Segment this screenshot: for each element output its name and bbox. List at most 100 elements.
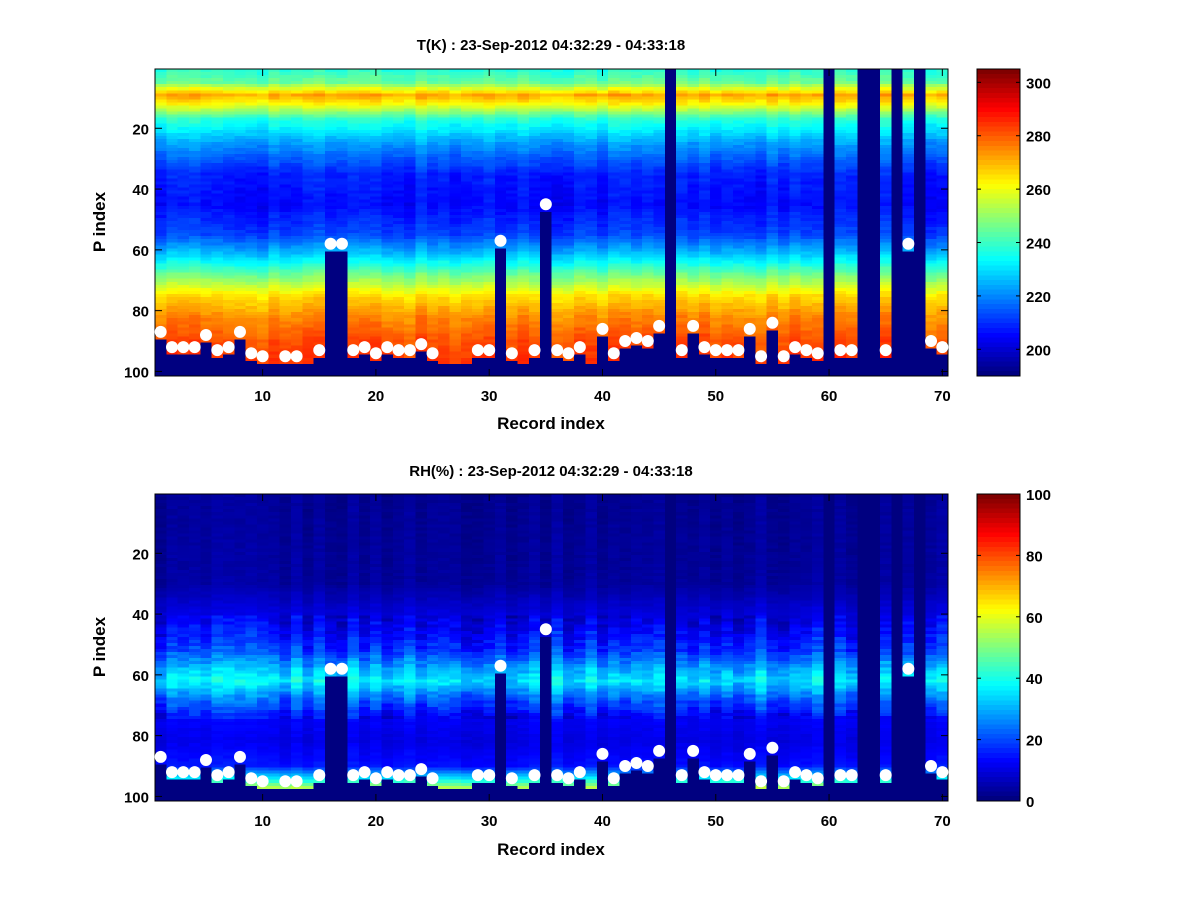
surface-marker [925,760,938,773]
surface-marker [358,341,371,354]
humidity-ylabel: P index [90,616,109,677]
surface-marker [743,322,756,335]
y-tick-label: 60 [132,668,149,685]
surface-marker [505,347,518,360]
x-tick-label: 30 [481,388,498,405]
colorbar-tick-label: 300 [1026,75,1051,92]
surface-marker [800,344,813,357]
x-tick-label: 60 [821,813,838,830]
x-tick-label: 30 [481,813,498,830]
surface-marker [177,341,190,354]
surface-marker [177,766,190,779]
surface-marker [199,753,212,766]
surface-marker [641,335,654,348]
colorbar-tick-label: 240 [1026,236,1051,253]
surface-marker [165,766,178,779]
surface-marker [721,344,734,357]
surface-marker [936,341,949,354]
colorbar-tick-label: 260 [1026,182,1051,199]
surface-marker [777,775,790,788]
surface-marker [630,332,643,345]
surface-marker [233,750,246,763]
surface-marker [279,775,292,788]
temperature-title: T(K) : 23-Sep-2012 04:32:29 - 04:33:18 [417,37,685,54]
surface-marker [811,347,824,360]
surface-marker [392,769,405,782]
surface-marker [494,659,507,672]
surface-marker [324,237,337,250]
surface-marker [551,769,564,782]
surface-marker [562,347,575,360]
surface-marker [381,341,394,354]
y-tick-label: 100 [124,364,149,381]
y-tick-label: 80 [132,729,149,746]
surface-marker [358,766,371,779]
surface-marker [403,769,416,782]
surface-marker [505,772,518,785]
surface-marker [653,744,666,757]
surface-marker [324,662,337,675]
x-tick-label: 40 [594,388,611,405]
surface-marker [369,347,382,360]
surface-marker [755,350,768,363]
x-tick-label: 10 [254,813,271,830]
temperature-heatmap [155,69,948,376]
colorbar-frame [976,493,1021,802]
surface-marker [811,772,824,785]
surface-marker [483,344,496,357]
surface-marker [675,344,688,357]
surface-marker [755,775,768,788]
surface-marker [471,344,484,357]
surface-marker [426,347,439,360]
surface-marker [743,747,756,760]
surface-marker [415,763,428,776]
x-tick-label: 60 [821,388,838,405]
surface-marker [653,319,666,332]
surface-marker [834,344,847,357]
colorbar-tick-label: 20 [1026,733,1043,750]
x-tick-label: 10 [254,388,271,405]
surface-marker [936,766,949,779]
surface-marker [233,325,246,338]
x-tick-label: 70 [934,388,951,405]
surface-marker [879,769,892,782]
surface-marker [630,757,643,770]
surface-marker [539,623,552,636]
surface-marker [347,344,360,357]
y-tick-label: 20 [132,121,149,138]
surface-marker [709,769,722,782]
surface-marker [290,775,303,788]
y-tick-label: 20 [132,546,149,563]
surface-marker [721,769,734,782]
temperature-ylabel: P index [90,191,109,252]
y-tick-label: 40 [132,607,149,624]
x-tick-label: 70 [934,813,951,830]
colorbar-tick-label: 60 [1026,610,1043,627]
surface-marker [789,766,802,779]
surface-marker [925,335,938,348]
surface-marker [245,347,258,360]
surface-marker [641,760,654,773]
colorbar-tick-label: 200 [1026,342,1051,359]
surface-marker [245,772,258,785]
surface-marker [381,766,394,779]
surface-marker [279,350,292,363]
surface-marker [539,198,552,211]
surface-marker [154,325,167,338]
surface-marker [154,750,167,763]
surface-marker [562,772,575,785]
y-tick-label: 40 [132,182,149,199]
x-tick-label: 40 [594,813,611,830]
surface-marker [596,747,609,760]
surface-marker [335,237,348,250]
surface-marker [619,335,632,348]
surface-marker [596,322,609,335]
surface-marker [403,344,416,357]
surface-marker [313,769,326,782]
surface-marker [687,744,700,757]
surface-marker [483,769,496,782]
surface-marker [698,341,711,354]
humidity-xlabel: Record index [497,840,605,859]
surface-marker [188,341,201,354]
